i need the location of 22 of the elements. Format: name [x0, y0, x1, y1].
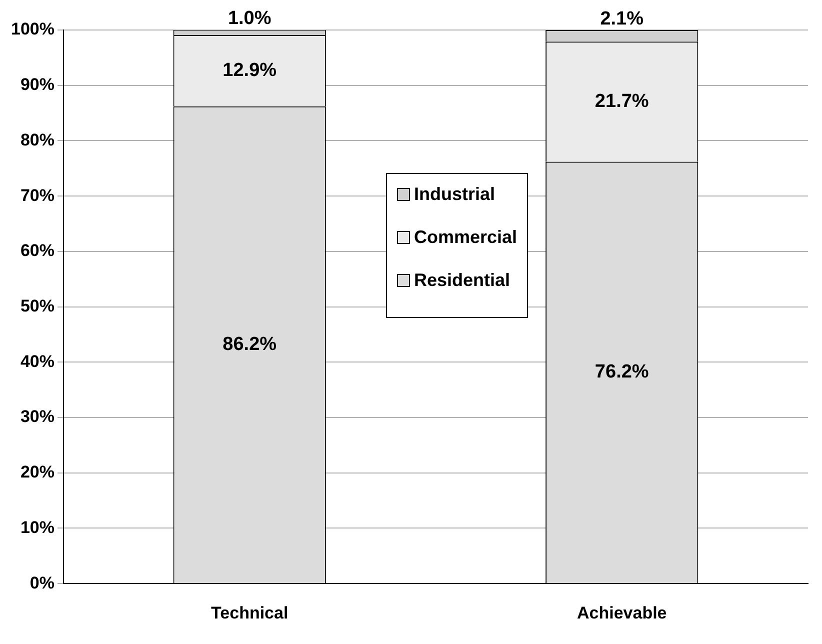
y-tick-label: 10%: [20, 518, 54, 537]
legend-label: Industrial: [414, 184, 496, 205]
y-tick-label: 70%: [20, 186, 54, 205]
y-tick-label: 20%: [20, 462, 54, 482]
y-tick-label: 80%: [20, 130, 54, 150]
y-tick-label: 90%: [20, 75, 54, 94]
x-tick-label: Technical: [211, 603, 288, 622]
y-tick-label: 50%: [20, 296, 54, 316]
y-tick-label: 40%: [20, 352, 54, 371]
legend-label: Commercial: [414, 227, 518, 248]
y-tick-label: 100%: [10, 20, 54, 39]
data-label: 2.1%: [600, 8, 644, 30]
y-tick-label: 0%: [30, 573, 54, 592]
y-tick-label: 30%: [20, 407, 54, 426]
legend-label: Residential: [414, 270, 510, 291]
data-label: 21.7%: [594, 90, 649, 112]
data-label: 76.2%: [594, 362, 649, 383]
data-label: 86.2%: [222, 334, 277, 355]
y-tick-label: 60%: [20, 241, 54, 260]
data-label: 12.9%: [222, 60, 277, 81]
x-tick-label: Achievable: [576, 603, 667, 622]
data-label: 1.0%: [228, 8, 272, 30]
